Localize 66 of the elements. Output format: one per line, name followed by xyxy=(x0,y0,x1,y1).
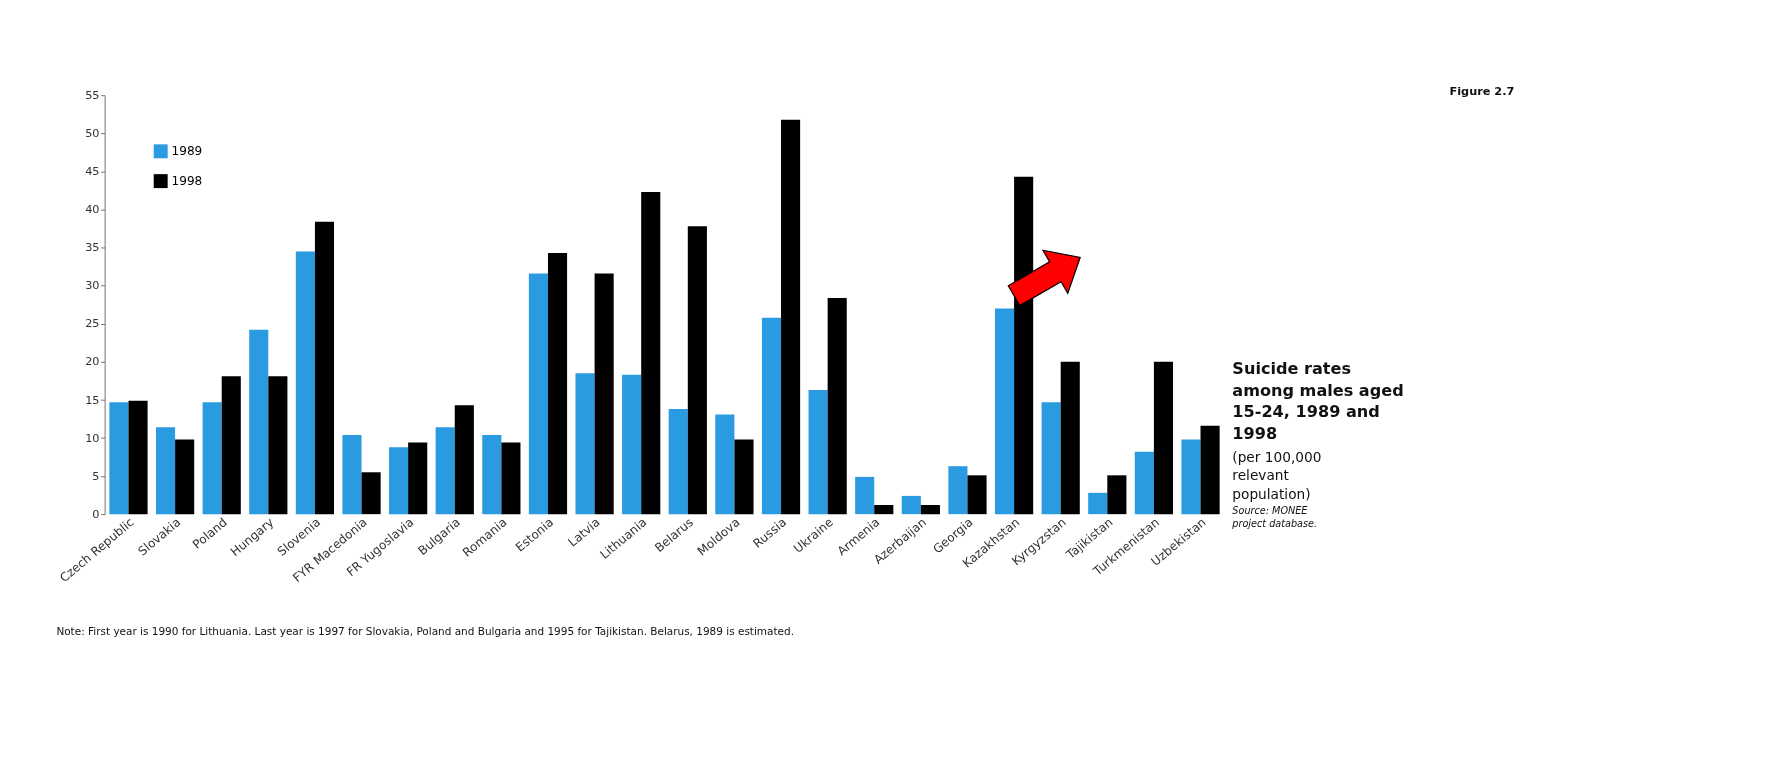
bar xyxy=(1153,361,1174,515)
bar xyxy=(901,495,921,515)
bar xyxy=(994,308,1015,515)
bar xyxy=(575,373,595,515)
bar xyxy=(202,402,222,515)
bar xyxy=(1041,402,1061,515)
bar xyxy=(128,400,148,515)
bar xyxy=(734,439,754,515)
source-note: Source: MONEE project database. xyxy=(1231,505,1317,530)
bar xyxy=(435,427,455,515)
bar xyxy=(668,409,688,515)
y-tick-label: 40 xyxy=(85,203,100,217)
text: (per 100,000 relevant population) xyxy=(1232,448,1322,502)
bar xyxy=(641,192,661,515)
y-tick-label: 5 xyxy=(92,469,100,483)
y-tick-label: 35 xyxy=(85,241,100,255)
bar xyxy=(1200,425,1220,515)
bar xyxy=(221,376,241,515)
y-tick-label: 20 xyxy=(85,355,100,369)
y-tick-label: 50 xyxy=(85,127,100,141)
bar xyxy=(1060,361,1080,515)
bar xyxy=(175,439,195,515)
bar xyxy=(155,427,176,515)
bar xyxy=(547,252,568,515)
bar xyxy=(361,472,381,515)
y-tick-label: 55 xyxy=(85,88,100,102)
bar xyxy=(1181,439,1201,515)
bar xyxy=(454,405,474,515)
bar xyxy=(1088,492,1108,515)
legend-label: 1989 xyxy=(171,144,203,159)
bar xyxy=(482,434,502,515)
legend-label: 1998 xyxy=(171,174,203,189)
bar xyxy=(389,447,409,515)
bar xyxy=(295,251,315,515)
bar xyxy=(715,414,735,515)
bar xyxy=(827,297,847,515)
bar xyxy=(594,273,614,515)
bar xyxy=(1107,475,1127,515)
caption: Figure 2.7 xyxy=(1449,84,1515,98)
text: Suicide rates among males aged 15-24, 1989 and 1998 xyxy=(1232,359,1404,444)
text: Note: First year is 1990 for Lithuania. Last year is 1997 for Slovakia, Poland and Bulgaria and 1995 for Tajikistan. Belarus, 1989 is estimated. xyxy=(56,624,794,637)
y-tick-label: 15 xyxy=(85,393,100,407)
bar xyxy=(342,434,362,515)
bar xyxy=(1134,451,1154,515)
bar xyxy=(249,329,269,515)
y-tick-label: 30 xyxy=(85,279,100,293)
bar xyxy=(874,505,894,515)
bar xyxy=(501,442,521,515)
bar xyxy=(109,402,129,515)
bar xyxy=(967,475,987,515)
y-tick-label: 10 xyxy=(85,431,100,445)
bar xyxy=(408,442,428,515)
y-tick-label: 0 xyxy=(92,507,100,521)
bar xyxy=(808,390,828,515)
bar xyxy=(268,376,288,515)
bar xyxy=(781,119,801,515)
bar xyxy=(761,317,782,515)
bar xyxy=(622,374,642,515)
bar xyxy=(855,476,875,515)
bar xyxy=(528,273,548,515)
y-tick-label: 45 xyxy=(85,165,100,179)
bar xyxy=(314,221,335,515)
bar xyxy=(948,466,968,515)
bar xyxy=(687,226,707,515)
y-tick-label: 25 xyxy=(85,317,100,331)
bar xyxy=(920,505,940,515)
